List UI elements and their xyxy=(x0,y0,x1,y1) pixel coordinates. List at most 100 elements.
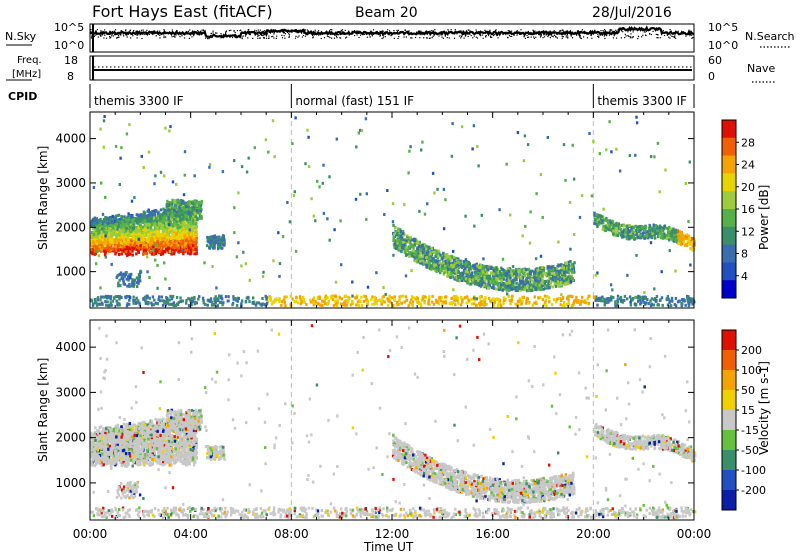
scatter-cell xyxy=(120,252,123,256)
scatter-cell xyxy=(172,217,175,220)
scatter-cell xyxy=(511,274,515,278)
scatter-cell xyxy=(165,229,168,233)
scatter-cell xyxy=(400,236,404,240)
noise-search-dot xyxy=(164,32,166,35)
noise-search-dot xyxy=(248,29,250,31)
noise-trace xyxy=(89,24,695,52)
noise-search-dot xyxy=(188,37,190,39)
scatter-cell xyxy=(139,244,142,248)
noise-search-dot xyxy=(105,32,108,34)
noise-search-dot xyxy=(355,32,357,35)
scatter-cell xyxy=(133,247,136,251)
scatter-cell xyxy=(554,279,557,283)
noise-search-dot xyxy=(611,32,613,34)
scatter-cell xyxy=(476,268,479,272)
noise-search-dot xyxy=(489,29,491,31)
scatter-cell xyxy=(550,266,553,270)
scatter-cell xyxy=(547,280,550,284)
scatter-cell xyxy=(173,206,176,210)
scatter-cell xyxy=(505,278,508,282)
noise-search-dot xyxy=(273,33,275,35)
scatter-cell xyxy=(166,235,170,239)
noise-search-dot xyxy=(222,37,225,39)
scatter-cell xyxy=(114,233,118,237)
scatter-cell xyxy=(430,247,433,251)
noise-search-dot xyxy=(384,36,386,38)
scatter-cell xyxy=(536,268,539,272)
noise-search-dot xyxy=(515,31,517,33)
scatter-cell xyxy=(145,232,148,236)
noise-search-dot xyxy=(296,30,298,32)
noise-search-dot xyxy=(389,30,391,32)
scatter-cell xyxy=(185,245,188,249)
noise-search-dot xyxy=(505,33,507,36)
noise-search-dot xyxy=(424,33,426,35)
scatter-cell xyxy=(114,252,117,256)
noise-search-dot xyxy=(116,37,118,39)
scatter-cell xyxy=(175,235,179,239)
scatter-cell xyxy=(144,249,147,253)
noise-search-dot xyxy=(672,36,674,38)
scatter-cell xyxy=(106,222,110,226)
scatter-cell xyxy=(162,207,165,211)
noise-search-dot xyxy=(576,34,578,36)
scatter-cell xyxy=(470,271,474,275)
scatter-cell xyxy=(193,199,197,203)
scatter-cell xyxy=(175,199,179,203)
scatter-cell xyxy=(506,274,509,278)
noise-search-dot xyxy=(490,36,492,38)
scatter-cell xyxy=(479,285,483,289)
scatter-cell xyxy=(170,229,173,233)
scatter-cell xyxy=(117,281,120,285)
noise-search-dot xyxy=(533,36,535,38)
scatter-cell xyxy=(115,238,119,242)
noise-search-dot xyxy=(561,29,563,31)
noise-search-dot xyxy=(484,29,486,31)
noise-search-dot xyxy=(118,36,120,38)
scatter-cell xyxy=(493,267,496,271)
scatter-cell xyxy=(409,236,412,240)
scatter-cell xyxy=(110,224,114,228)
noise-search-dot xyxy=(310,33,312,35)
scatter-cell xyxy=(219,245,222,249)
scatter-cell xyxy=(165,243,168,247)
scatter-cell xyxy=(181,207,184,211)
scatter-cell xyxy=(136,276,140,280)
noise-search-dot xyxy=(115,29,117,31)
noise-search-dot xyxy=(174,35,176,37)
scatter-cell xyxy=(192,226,196,230)
scatter-cell xyxy=(553,267,557,270)
noise-search-dot xyxy=(369,36,371,38)
scatter-cell xyxy=(140,237,144,241)
scatter-cell xyxy=(146,226,150,230)
noise-search-dot xyxy=(352,31,355,33)
scatter-cell xyxy=(561,273,564,276)
scatter-cell xyxy=(119,284,122,287)
scatter-cell xyxy=(187,219,190,223)
noise-search-dot xyxy=(381,37,383,40)
noise-search-dot xyxy=(564,34,566,36)
scatter-cell xyxy=(163,215,166,219)
scatter-cell xyxy=(208,237,211,240)
freq-axis-right-bottom: 0 xyxy=(708,70,715,83)
noise-search-dot xyxy=(663,34,666,37)
scatter-cell xyxy=(424,254,427,258)
scatter-cell xyxy=(214,240,217,244)
scatter-cell xyxy=(553,278,556,282)
scatter-cell xyxy=(162,244,165,248)
scatter-cell xyxy=(413,239,416,242)
noise-search-dot xyxy=(354,35,356,37)
noise-search-dot xyxy=(442,37,444,39)
noise-search-dot xyxy=(358,36,360,39)
scatter-cell xyxy=(420,247,423,250)
noise-search-dot xyxy=(643,31,645,33)
scatter-cell xyxy=(179,233,183,237)
scatter-cell xyxy=(140,244,144,248)
scatter-cell xyxy=(108,243,111,247)
noise-search-dot xyxy=(318,33,320,35)
scatter-cell xyxy=(500,283,503,287)
scatter-cell xyxy=(123,217,127,221)
freq-strip-frame xyxy=(89,55,695,81)
scatter-cell xyxy=(533,278,537,282)
scatter-cell xyxy=(178,234,181,238)
